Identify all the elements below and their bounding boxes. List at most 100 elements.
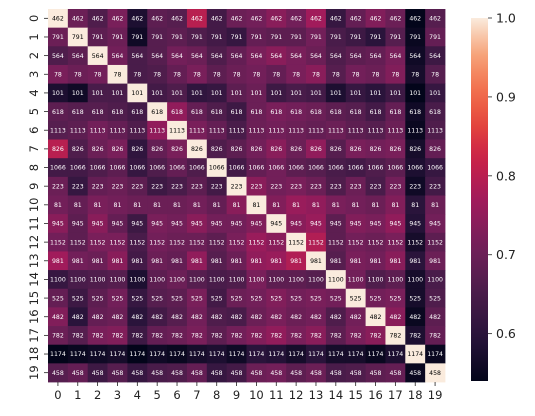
cell-label-r8-c1: 1066 xyxy=(70,165,86,172)
heatmap-cell-r16-c11 xyxy=(266,307,287,327)
heatmap-cell-r17-c16 xyxy=(365,326,386,346)
heatmap-cell-r6-c12 xyxy=(286,120,307,140)
heatmap-cell-r12-c1 xyxy=(67,232,89,252)
heatmap-cell-r16-c18 xyxy=(405,307,426,327)
heatmap-cell-r6-c17 xyxy=(385,120,406,140)
y-tick-label-15: 15 xyxy=(27,291,41,306)
cell-label-r7-c15: 826 xyxy=(350,146,362,153)
cell-label-r5-c16: 618 xyxy=(370,109,382,116)
cell-label-r16-c17: 482 xyxy=(389,314,401,321)
cell-label-r3-c19: 78 xyxy=(431,71,439,78)
heatmap-cell-r13-c16 xyxy=(365,251,386,271)
heatmap-cell-r1-c3 xyxy=(107,27,128,47)
heatmap-cell-r16-c10 xyxy=(246,307,267,327)
cell-label-r4-c3: 101 xyxy=(112,90,124,97)
cell-label-r10-c17: 81 xyxy=(391,202,399,209)
y-tick-label-8: 8 xyxy=(27,164,41,171)
y-tick-label-0: 0 xyxy=(27,15,41,22)
cell-label-r2-c17: 564 xyxy=(389,53,401,60)
cell-label-r11-c7: 945 xyxy=(191,221,203,228)
heatmap-cell-r11-c10 xyxy=(246,214,267,234)
heatmap-cell-r1-c6 xyxy=(167,27,188,47)
heatmap-cell-r2-c2 xyxy=(87,46,108,66)
cell-label-r17-c1: 782 xyxy=(72,333,84,340)
heatmap-cell-r6-c3 xyxy=(107,120,128,140)
heatmap-cell-r18-c14 xyxy=(325,344,347,364)
cell-label-r13-c5: 981 xyxy=(151,258,163,265)
cell-label-r3-c12: 78 xyxy=(292,71,300,78)
cell-label-r16-c10: 482 xyxy=(251,314,263,321)
cell-label-r6-c13: 1113 xyxy=(308,127,324,134)
cell-label-r5-c7: 618 xyxy=(191,109,203,116)
x-tick-label-15: 15 xyxy=(348,388,363,402)
heatmap-cell-r5-c7 xyxy=(186,102,208,122)
heatmap-cell-r1-c19 xyxy=(425,27,446,47)
heatmap-cell-r4-c14 xyxy=(325,83,347,103)
heatmap-cell-r10-c3 xyxy=(107,195,128,215)
cell-label-r3-c1: 78 xyxy=(74,71,82,78)
heatmap-cell-r0-c1 xyxy=(67,9,89,29)
heatmap-cell-r11-c9 xyxy=(226,214,247,234)
heatmap-cell-r0-c13 xyxy=(306,9,327,29)
cell-label-r11-c18: 945 xyxy=(409,221,421,228)
heatmap-cell-r17-c14 xyxy=(325,326,347,346)
heatmap-cell-r13-c18 xyxy=(405,251,426,271)
cell-label-r5-c14: 618 xyxy=(330,109,342,116)
cell-label-r9-c17: 223 xyxy=(389,183,401,190)
cell-label-r8-c0: 1066 xyxy=(50,165,66,172)
cell-label-r12-c1: 1152 xyxy=(70,239,86,246)
heatmap-cell-r15-c1 xyxy=(67,288,89,308)
cell-label-r15-c18: 525 xyxy=(409,295,421,302)
heatmap-cell-r19-c5 xyxy=(147,363,168,383)
cell-label-r15-c19: 525 xyxy=(429,295,441,302)
heatmap-cell-r18-c10 xyxy=(246,344,267,364)
cell-label-r5-c12: 618 xyxy=(290,109,302,116)
heatmap-cell-r19-c3 xyxy=(107,363,128,383)
cell-label-r15-c13: 525 xyxy=(310,295,322,302)
heatmap-cell-r3-c12 xyxy=(286,64,307,84)
cell-label-r9-c6: 223 xyxy=(171,183,183,190)
heatmap-cell-r10-c4 xyxy=(127,195,148,215)
heatmap-cell-r17-c4 xyxy=(127,326,148,346)
cell-label-r12-c16: 1152 xyxy=(368,239,384,246)
cell-label-r2-c7: 564 xyxy=(191,53,203,60)
heatmap-cell-r11-c7 xyxy=(186,214,208,234)
heatmap-cell-r3-c2 xyxy=(87,64,108,84)
cell-label-r15-c12: 525 xyxy=(290,295,302,302)
heatmap-cell-r2-c14 xyxy=(325,46,347,66)
heatmap-cell-r14-c4 xyxy=(127,270,148,290)
cell-label-r18-c5: 1174 xyxy=(149,351,165,358)
cell-label-r9-c19: 223 xyxy=(429,183,441,190)
cell-label-r11-c5: 945 xyxy=(151,221,163,228)
heatmap-cell-r17-c13 xyxy=(306,326,327,346)
cell-label-r11-c17: 945 xyxy=(389,221,401,228)
heatmap-cell-r13-c4 xyxy=(127,251,148,271)
heatmap-cell-r14-c0 xyxy=(48,270,69,290)
cell-label-r14-c2: 1100 xyxy=(90,277,106,284)
heatmap-cell-r3-c1 xyxy=(67,64,89,84)
y-tick-label-7: 7 xyxy=(27,145,41,152)
cell-label-r7-c11: 826 xyxy=(270,146,282,153)
cell-label-r16-c2: 482 xyxy=(92,314,104,321)
heatmap-cell-r7-c19 xyxy=(425,139,446,159)
heatmap-cell-r4-c15 xyxy=(345,83,366,103)
heatmap-cell-r11-c19 xyxy=(425,214,446,234)
heatmap-cell-r15-c14 xyxy=(325,288,347,308)
cell-label-r5-c10: 618 xyxy=(251,109,263,116)
heatmap-cell-r18-c2 xyxy=(87,344,108,364)
heatmap-cell-r4-c18 xyxy=(405,83,426,103)
heatmap-cell-r8-c17 xyxy=(385,158,406,178)
cell-label-r13-c7: 981 xyxy=(191,258,203,265)
cell-label-r19-c14: 458 xyxy=(330,370,342,377)
cell-label-r16-c1: 482 xyxy=(72,314,84,321)
heatmap-cell-r17-c15 xyxy=(345,326,366,346)
heatmap-cell-r19-c15 xyxy=(345,363,366,383)
x-tick-label-2: 2 xyxy=(94,388,101,402)
cell-label-r2-c16: 564 xyxy=(370,53,382,60)
cell-label-r10-c3: 81 xyxy=(114,202,122,209)
y-tick-label-18: 18 xyxy=(27,347,41,362)
heatmap-cell-r1-c2 xyxy=(87,27,108,47)
cell-label-r1-c17: 791 xyxy=(389,34,401,41)
heatmap-cell-r4-c1 xyxy=(67,83,89,103)
cell-label-r6-c19: 1113 xyxy=(427,127,443,134)
